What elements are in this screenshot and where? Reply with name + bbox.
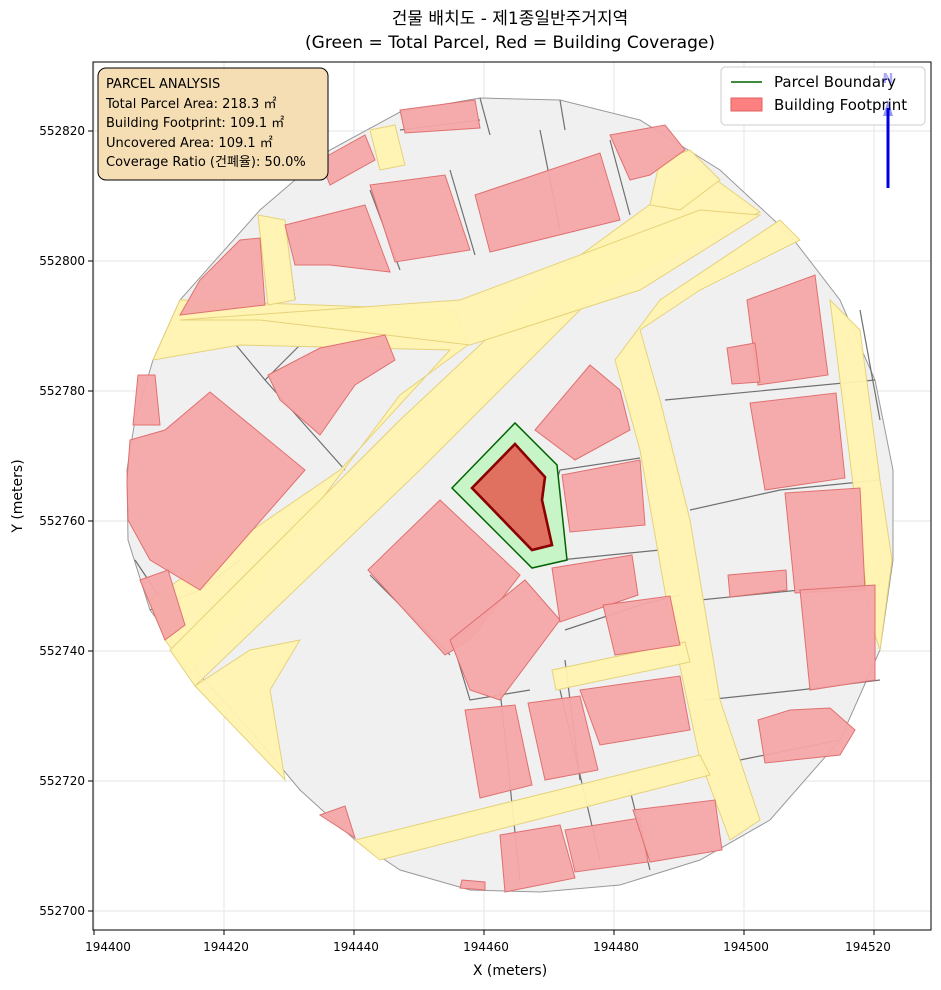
building xyxy=(474,152,621,253)
building xyxy=(132,374,161,426)
legend-parcel-label: Parcel Boundary xyxy=(774,73,896,91)
info-total-parcel-area: Total Parcel Area: 218.3 ㎡ xyxy=(105,97,276,112)
chart-title-line1: 건물 배치도 - 제1종일반주거지역 xyxy=(392,9,628,29)
building xyxy=(126,391,306,591)
building xyxy=(784,487,866,594)
building xyxy=(459,879,486,891)
building xyxy=(499,824,576,893)
y-tick-label: 552700 xyxy=(39,904,85,918)
other-buildings xyxy=(126,99,876,893)
x-tick-label: 194400 xyxy=(85,940,131,954)
building xyxy=(318,805,356,840)
north-arrow-label: N xyxy=(883,72,894,87)
x-axis: 194400 194420 194440 194460 194480 19450… xyxy=(85,930,891,979)
y-axis-label: Y (meters) xyxy=(10,459,26,533)
x-axis-label: X (meters) xyxy=(473,963,547,979)
y-tick-label: 552800 xyxy=(39,254,85,268)
road-upper-right xyxy=(649,149,721,211)
building xyxy=(399,99,481,134)
road-horizontal-bottom xyxy=(353,754,711,861)
building xyxy=(284,204,391,273)
building xyxy=(727,569,788,598)
building xyxy=(726,342,761,385)
target-building-footprint xyxy=(470,442,554,552)
building xyxy=(267,334,396,436)
road-upper-left-stub xyxy=(257,214,296,306)
chart-title-line2: (Green = Total Parcel, Red = Building Co… xyxy=(305,33,715,53)
building xyxy=(179,237,266,316)
x-tick-label: 194480 xyxy=(593,940,639,954)
legend: Parcel Boundary Building Footprint xyxy=(720,66,926,126)
y-tick-label: 552760 xyxy=(39,514,85,528)
road-vertical-far-east xyxy=(829,298,893,651)
building xyxy=(464,704,533,799)
road-southwest-spur xyxy=(194,639,302,782)
building xyxy=(564,817,649,873)
north-arrow-head-icon xyxy=(883,100,893,116)
building xyxy=(527,695,599,781)
y-tick-label: 552720 xyxy=(39,774,85,788)
parcel-analysis-box: PARCEL ANALYSIS Total Parcel Area: 218.3… xyxy=(97,67,329,181)
building xyxy=(609,124,686,181)
x-tick-label: 194460 xyxy=(463,940,509,954)
legend-building-swatch xyxy=(730,97,763,112)
y-tick-label: 552820 xyxy=(39,124,85,138)
x-tick-label: 194440 xyxy=(333,940,379,954)
building xyxy=(757,707,856,764)
building xyxy=(534,364,631,461)
info-coverage-ratio: Coverage Ratio (건폐율): 50.0% xyxy=(106,155,306,170)
road-upper-mid xyxy=(369,124,406,171)
building xyxy=(602,595,681,656)
building xyxy=(449,579,561,701)
building xyxy=(561,459,646,533)
building xyxy=(632,799,723,863)
road-vertical-east xyxy=(614,219,801,841)
axes-frame xyxy=(92,61,932,931)
info-heading: PARCEL ANALYSIS xyxy=(106,77,220,92)
x-tick-label: 194520 xyxy=(845,940,891,954)
roads xyxy=(149,124,893,861)
y-axis: 552820 552800 552780 552760 552740 55272… xyxy=(10,124,93,918)
road-diagonal-main xyxy=(169,167,761,687)
info-building-footprint: Building Footprint: 109.1 ㎡ xyxy=(106,116,284,131)
road-horizontal-top xyxy=(179,209,762,346)
building xyxy=(369,174,471,263)
building xyxy=(579,675,691,746)
building xyxy=(799,584,876,691)
y-tick-label: 552780 xyxy=(39,384,85,398)
building xyxy=(749,392,846,491)
north-arrow: N xyxy=(883,72,894,188)
legend-building-label: Building Footprint xyxy=(774,96,907,114)
x-tick-label: 194420 xyxy=(203,940,249,954)
y-tick-label: 552740 xyxy=(39,644,85,658)
building xyxy=(139,569,186,641)
building xyxy=(551,554,639,623)
info-uncovered-area: Uncovered Area: 109.1 ㎡ xyxy=(106,136,273,151)
x-tick-label: 194500 xyxy=(723,940,769,954)
